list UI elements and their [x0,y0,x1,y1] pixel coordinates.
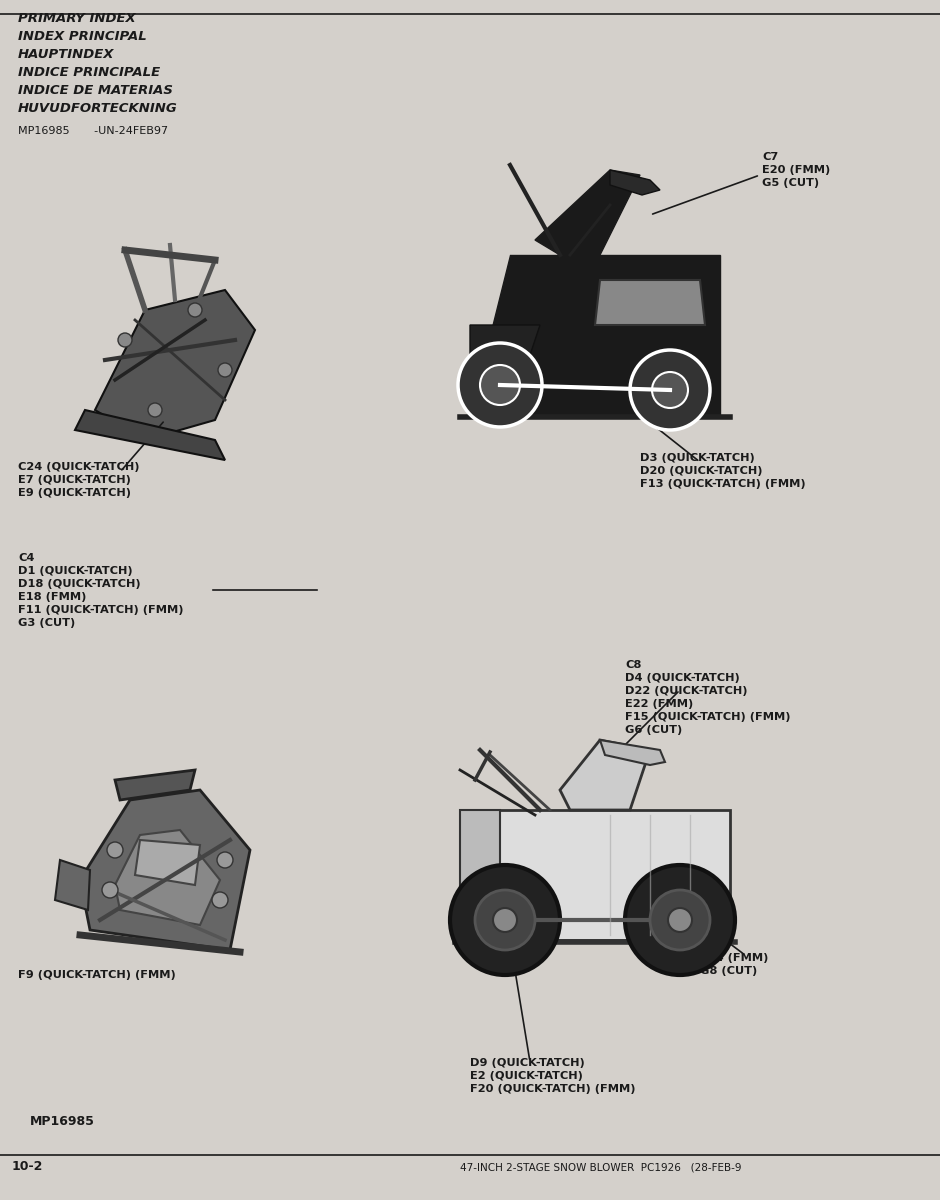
Text: E20 (FMM): E20 (FMM) [762,164,830,175]
Polygon shape [460,810,730,940]
Polygon shape [560,740,650,810]
Text: F13 (QUICK-TATCH) (FMM): F13 (QUICK-TATCH) (FMM) [640,479,806,490]
Text: C24 (QUICK-TATCH): C24 (QUICK-TATCH) [18,462,139,472]
Text: C6: C6 [700,940,716,950]
Polygon shape [75,410,225,460]
Text: F9 (QUICK-TATCH) (FMM): F9 (QUICK-TATCH) (FMM) [18,970,176,980]
Text: D1 (QUICK-TATCH): D1 (QUICK-TATCH) [18,566,133,576]
Text: 47-INCH 2-STAGE SNOW BLOWER  PC1926   (28-FEB-9: 47-INCH 2-STAGE SNOW BLOWER PC1926 (28-F… [460,1162,742,1172]
Polygon shape [470,325,540,415]
Circle shape [652,372,688,408]
Text: D9 (QUICK-TATCH): D9 (QUICK-TATCH) [470,1058,585,1068]
Text: MP16985       -UN-24FEB97: MP16985 -UN-24FEB97 [18,126,168,136]
Text: INDICE PRINCIPALE: INDICE PRINCIPALE [18,66,160,79]
Circle shape [480,365,520,404]
Circle shape [668,908,692,932]
Text: G5 (CUT): G5 (CUT) [762,178,819,188]
Text: D22 (QUICK-TATCH): D22 (QUICK-TATCH) [625,686,747,696]
Text: E24 (FMM): E24 (FMM) [700,953,768,962]
Text: INDEX PRINCIPAL: INDEX PRINCIPAL [18,30,147,43]
Text: E22 (FMM): E22 (FMM) [625,698,694,709]
Text: 10-2: 10-2 [12,1160,43,1174]
Circle shape [458,343,542,427]
Text: F15 (QUICK-TATCH) (FMM): F15 (QUICK-TATCH) (FMM) [625,712,791,722]
Text: C8: C8 [625,660,641,670]
Circle shape [102,882,118,898]
Circle shape [630,350,710,430]
Text: PRIMARY INDEX: PRIMARY INDEX [18,12,135,25]
Text: D3 (QUICK-TATCH): D3 (QUICK-TATCH) [640,452,755,463]
Circle shape [217,852,233,868]
Polygon shape [610,170,660,194]
Circle shape [625,865,735,974]
Text: G3 (CUT): G3 (CUT) [18,618,75,628]
Polygon shape [55,860,90,910]
Text: F20 (QUICK-TATCH) (FMM): F20 (QUICK-TATCH) (FMM) [470,1084,635,1094]
Polygon shape [115,770,195,800]
Text: E9 (QUICK-TATCH): E9 (QUICK-TATCH) [18,488,131,498]
Polygon shape [80,790,250,950]
Polygon shape [470,254,720,415]
Text: C4: C4 [18,553,35,563]
Circle shape [650,890,710,950]
Circle shape [212,892,228,908]
Circle shape [188,302,202,317]
Polygon shape [600,740,665,766]
Polygon shape [95,290,255,440]
Circle shape [475,890,535,950]
Polygon shape [535,170,640,254]
Text: F11 (QUICK-TATCH) (FMM): F11 (QUICK-TATCH) (FMM) [18,605,183,614]
Text: G8 (CUT): G8 (CUT) [700,966,758,976]
Polygon shape [115,830,220,925]
Polygon shape [460,810,500,940]
Text: MP16985: MP16985 [30,1115,95,1128]
Text: E18 (FMM): E18 (FMM) [18,592,86,602]
Text: HUVUDFORTECKNING: HUVUDFORTECKNING [18,102,178,115]
Polygon shape [595,280,705,325]
Text: INDICE DE MATERIAS: INDICE DE MATERIAS [18,84,173,97]
Circle shape [148,403,162,416]
Circle shape [218,362,232,377]
Text: D18 (QUICK-TATCH): D18 (QUICK-TATCH) [18,578,141,589]
Text: HAUPTINDEX: HAUPTINDEX [18,48,115,61]
Circle shape [493,908,517,932]
Polygon shape [135,840,200,886]
Circle shape [118,332,132,347]
Text: C7: C7 [762,152,778,162]
Text: D20 (QUICK-TATCH): D20 (QUICK-TATCH) [640,466,762,476]
Text: G6 (CUT): G6 (CUT) [625,725,682,734]
Circle shape [450,865,560,974]
Text: D4 (QUICK-TATCH): D4 (QUICK-TATCH) [625,673,740,683]
Text: E2 (QUICK-TATCH): E2 (QUICK-TATCH) [470,1070,583,1081]
Circle shape [107,842,123,858]
Text: E7 (QUICK-TATCH): E7 (QUICK-TATCH) [18,475,131,485]
